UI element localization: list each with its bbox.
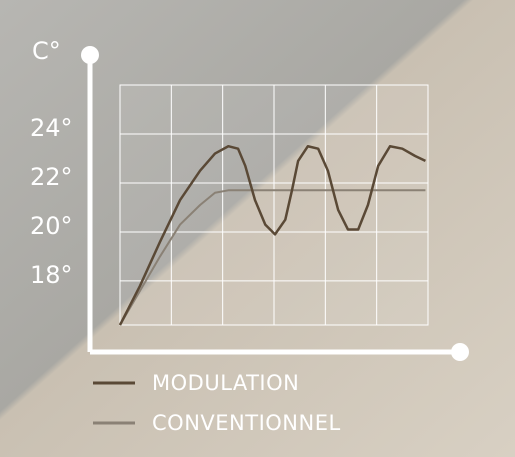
y-axis-label: C°: [32, 37, 61, 65]
legend-label: MODULATION: [152, 371, 299, 395]
legend-label: CONVENTIONNEL: [152, 411, 341, 435]
axis-end: [81, 46, 99, 64]
y-tick-label: 18°: [30, 261, 73, 289]
grid: [119, 85, 429, 325]
lines: [118, 144, 426, 326]
y-tick-label: 24°: [30, 114, 73, 142]
y-tick-label: 20°: [30, 212, 73, 240]
axis-end: [451, 343, 469, 361]
series-line: [118, 144, 426, 326]
legend: MODULATION CONVENTIONNEL: [93, 371, 341, 435]
y-tick-label: 22°: [30, 163, 73, 191]
